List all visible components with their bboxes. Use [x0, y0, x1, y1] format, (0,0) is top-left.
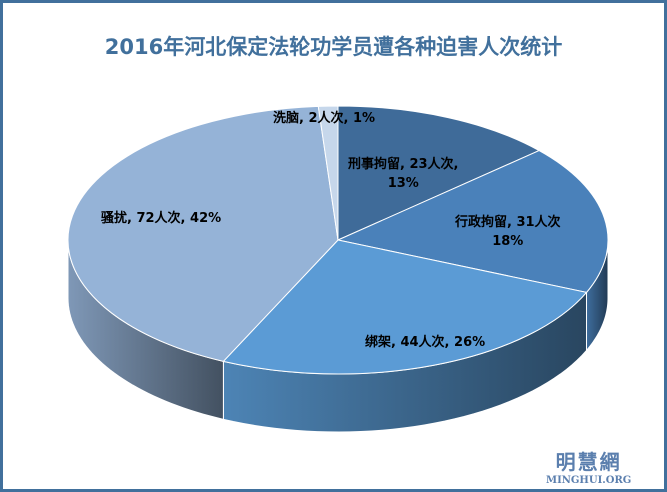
slice-3: [67, 105, 339, 362]
label-abduction: 绑架, 44人次, 26%: [365, 335, 486, 350]
slice-2: [222, 239, 588, 375]
label-criminal-detention: 刑事拘留, 23人次, 13%: [348, 157, 459, 191]
pie-chart: [67, 105, 609, 433]
label-harassment: 骚扰, 72人次, 42%: [101, 211, 222, 226]
slice-0: [337, 105, 541, 241]
chart-title: 2016年河北保定法轮功学员遭各种迫害人次统计: [104, 35, 563, 59]
label-admin-detention: 行政拘留, 31人次 18%: [455, 215, 561, 249]
label-brainwashing: 洗脑, 2人次, 1%: [273, 111, 376, 126]
slice-1: [336, 150, 609, 293]
minghui-logo: 明慧網 MINGHUI.ORG: [546, 450, 632, 486]
slice-4: [317, 105, 339, 241]
